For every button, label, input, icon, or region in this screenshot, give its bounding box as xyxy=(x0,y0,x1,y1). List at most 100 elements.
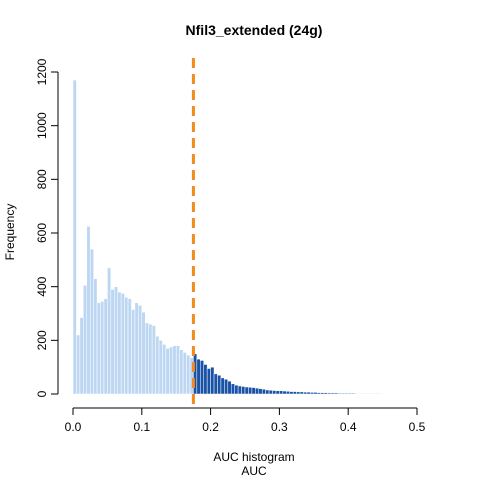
histogram-bar xyxy=(138,305,143,395)
histogram-bar xyxy=(306,391,311,395)
histogram-bar xyxy=(144,322,149,395)
histogram-bar xyxy=(89,248,94,395)
histogram-bar xyxy=(261,388,266,395)
histogram-bar xyxy=(289,391,294,395)
histogram-bar xyxy=(103,298,108,395)
histogram-bar xyxy=(244,386,249,395)
histogram-bar xyxy=(200,360,204,395)
histogram-bar xyxy=(72,79,77,395)
histogram-bar xyxy=(127,298,132,395)
histogram-bar xyxy=(117,291,122,395)
histogram-bar xyxy=(79,317,84,395)
histogram-bar xyxy=(237,385,242,395)
x-tick-label: 0.4 xyxy=(340,420,357,434)
histogram-bar xyxy=(224,378,229,395)
histogram-bar xyxy=(358,393,363,395)
histogram-bar xyxy=(155,336,160,395)
histogram-bar xyxy=(175,345,180,395)
histogram-bar xyxy=(100,301,105,395)
y-tick-label: 0 xyxy=(35,390,49,397)
histogram-bar xyxy=(162,344,167,395)
histogram-bar xyxy=(220,377,225,395)
histogram-bar xyxy=(248,387,253,395)
histogram-bar xyxy=(368,393,373,395)
histogram-bar xyxy=(141,311,146,395)
y-axis: 0 200 400 600 800 1000 1200 xyxy=(35,58,59,397)
y-tick-label: 400 xyxy=(35,276,49,296)
histogram-bar xyxy=(347,392,352,395)
histogram-bar xyxy=(310,392,315,395)
histogram-bar xyxy=(313,392,318,395)
histogram-bar xyxy=(296,391,301,395)
x-tick-label: 0.5 xyxy=(409,420,426,434)
histogram-bar xyxy=(354,393,359,395)
histogram-bar xyxy=(372,393,376,395)
histogram-bar xyxy=(341,392,346,395)
histogram-bar xyxy=(334,392,339,395)
histogram-bar xyxy=(241,386,246,395)
histogram-bar xyxy=(158,340,163,395)
histogram-bar xyxy=(86,226,91,395)
histogram-bar xyxy=(148,323,153,395)
histogram-bar xyxy=(265,389,270,395)
x-tick-label: 0.1 xyxy=(133,420,150,434)
y-tick-label: 800 xyxy=(35,169,49,189)
histogram-bar xyxy=(337,392,342,395)
histogram-bar xyxy=(213,373,218,395)
histogram-bar xyxy=(230,383,235,395)
histogram-bar xyxy=(179,349,184,395)
histogram-bar xyxy=(234,384,239,395)
histogram-bar xyxy=(227,380,232,395)
histogram-bar xyxy=(316,392,321,395)
histogram-bar xyxy=(151,325,156,395)
x-tick-label: 0.3 xyxy=(271,420,288,434)
y-tick-label: 600 xyxy=(35,223,49,243)
histogram-bar xyxy=(255,387,260,395)
histogram-bar xyxy=(286,391,290,395)
histogram-bar xyxy=(206,368,211,395)
x-axis-title-line-2: AUC xyxy=(241,464,267,478)
histogram-bars xyxy=(72,79,432,395)
histogram-bar xyxy=(196,358,201,395)
histogram-bar xyxy=(83,285,88,395)
histogram-bar xyxy=(268,389,273,395)
histogram-bar xyxy=(182,352,187,395)
histogram-bar xyxy=(272,390,277,395)
histogram-bar xyxy=(282,390,287,395)
histogram-bar xyxy=(172,345,177,395)
x-axis: 0.0 0.1 0.2 0.3 0.4 0.5 xyxy=(65,407,426,434)
histogram-bar xyxy=(344,392,349,395)
x-tick-label: 0.2 xyxy=(202,420,219,434)
histogram-bar xyxy=(378,393,383,395)
histogram-bar xyxy=(124,297,129,395)
histogram-bar xyxy=(114,286,118,395)
histogram-bar xyxy=(251,387,256,395)
y-tick-label: 1200 xyxy=(35,58,49,85)
x-axis-title-line-1: AUC histogram xyxy=(213,450,294,464)
histogram-bar xyxy=(93,278,98,395)
histogram-bar xyxy=(351,392,356,395)
histogram-bar xyxy=(327,392,332,395)
histogram-bar xyxy=(76,334,81,395)
histogram-bar xyxy=(299,391,304,395)
histogram-bar xyxy=(292,391,297,395)
y-tick-label: 1000 xyxy=(35,112,49,139)
histogram-bar xyxy=(279,390,284,395)
histogram-bar xyxy=(169,346,174,395)
y-tick-label: 200 xyxy=(35,330,49,350)
histogram-bar xyxy=(131,309,136,395)
histogram-bar xyxy=(186,354,191,395)
histogram-bar xyxy=(361,393,366,395)
histogram-bar xyxy=(303,391,308,395)
histogram-bar xyxy=(203,364,208,395)
histogram-bar xyxy=(217,374,222,395)
chart-title: Nfil3_extended (24g) xyxy=(186,22,323,38)
histogram-bar xyxy=(330,392,335,395)
histogram-bar xyxy=(275,390,280,395)
histogram-bar xyxy=(107,267,112,395)
histogram-bar xyxy=(120,293,125,395)
x-tick-label: 0.0 xyxy=(65,420,82,434)
histogram-bar xyxy=(110,289,115,395)
histogram-bar xyxy=(375,393,380,395)
